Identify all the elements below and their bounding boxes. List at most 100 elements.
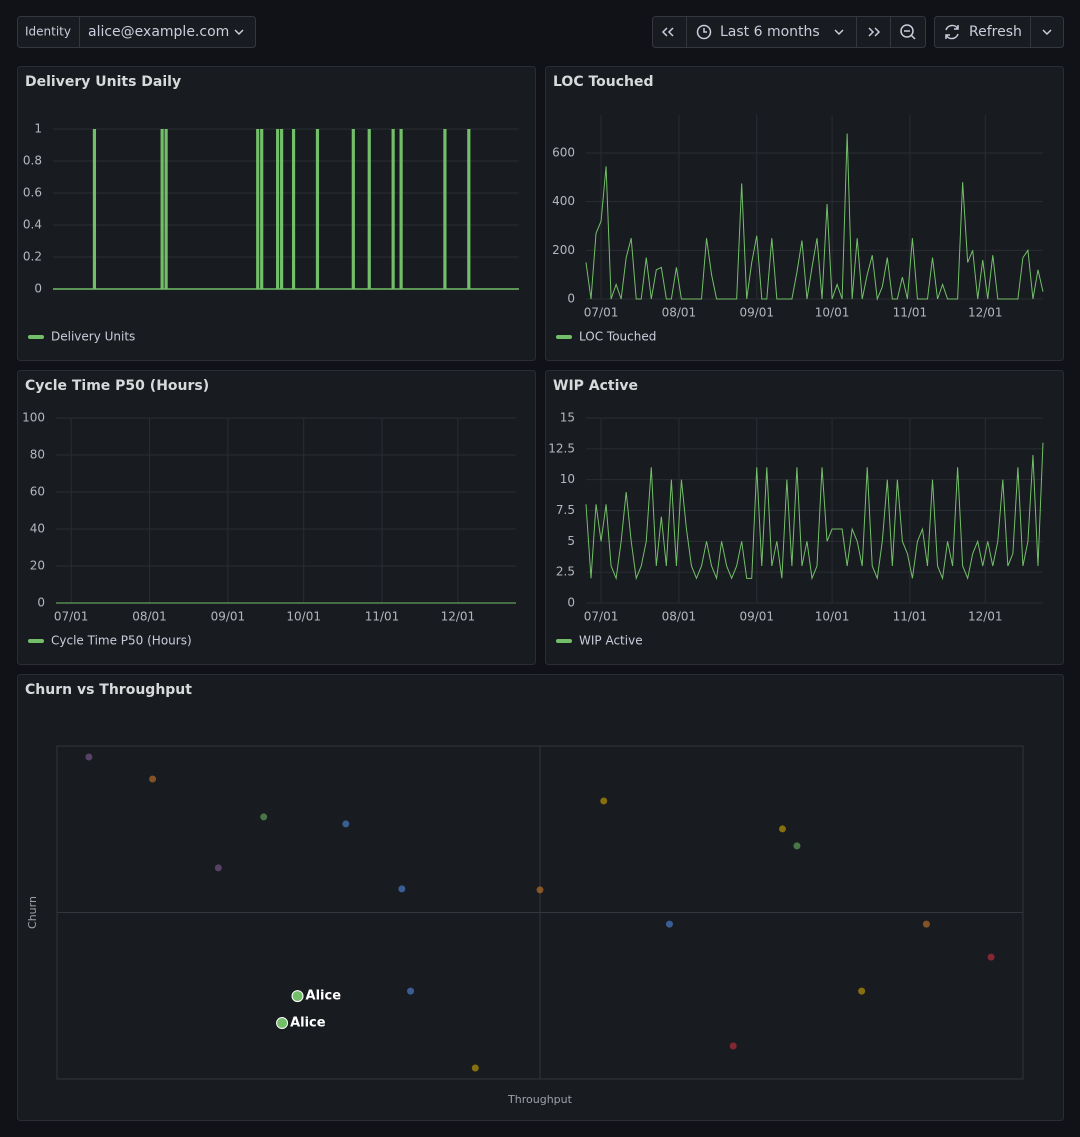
point [778, 825, 786, 833]
x-tick-label: 11/01 [893, 610, 928, 624]
refresh-group [934, 16, 1064, 48]
y-tick-label: 80 [30, 448, 45, 462]
x-tick-label: 09/01 [211, 610, 246, 624]
bar [399, 129, 403, 289]
bar [367, 129, 371, 289]
point [149, 775, 157, 783]
refresh-interval[interactable] [1042, 29, 1052, 36]
zoom-out[interactable] [900, 24, 916, 40]
time-controls: Last 6 months [652, 16, 926, 48]
shift-forward[interactable] [868, 27, 881, 37]
x-tick-label: 12/01 [441, 610, 476, 624]
y-tick-label: 400 [552, 194, 575, 208]
point [407, 987, 415, 995]
point [665, 920, 673, 928]
bar [256, 129, 260, 289]
y-tick-label: 1 [34, 122, 42, 136]
zoom-icon-detail [904, 30, 916, 40]
panel-title: Churn vs Throughput [25, 682, 192, 698]
point [260, 813, 268, 821]
point [600, 797, 608, 805]
bar [443, 129, 447, 289]
point [922, 920, 930, 928]
clock-hands [703, 28, 707, 33]
x-tick-label: 07/01 [584, 610, 619, 624]
series-line [585, 133, 1044, 301]
panel [545, 370, 1064, 665]
y-tick-label: 0 [567, 596, 575, 610]
panel [17, 370, 536, 665]
panel-title: Delivery Units Daily [25, 74, 181, 90]
x-tick-label: 11/01 [365, 610, 400, 624]
bar [280, 129, 284, 289]
point [793, 842, 801, 850]
y-tick-label: 10 [560, 472, 575, 486]
x-tick-label: 07/01 [54, 610, 89, 624]
series-line [585, 442, 1044, 581]
y-tick-label: 7.5 [556, 503, 575, 517]
point-label: Alice [290, 1016, 326, 1031]
point [987, 953, 995, 961]
legend-label[interactable]: Cycle Time P50 (Hours) [51, 634, 192, 648]
y-tick-label: 0.2 [23, 250, 42, 264]
point [85, 753, 93, 761]
identity-picker[interactable]: Identity alice@example.com [17, 16, 256, 48]
x-tick-label: 10/01 [815, 610, 850, 624]
x-tick-label: 08/01 [662, 306, 697, 320]
x-tick-label: 07/01 [584, 306, 619, 320]
refresh-icon [945, 24, 959, 40]
y-tick-label: 200 [552, 243, 575, 257]
refresh-label: Refresh [969, 24, 1022, 40]
bar [276, 129, 280, 289]
x-tick-label: 09/01 [739, 306, 774, 320]
x-tick-label: 12/01 [968, 610, 1003, 624]
legend-label[interactable]: WIP Active [579, 634, 643, 648]
time-group [652, 16, 926, 48]
chevron [234, 29, 244, 36]
panel-title: Cycle Time P50 (Hours) [25, 378, 209, 394]
clock-icon [696, 24, 712, 40]
identity-box [17, 16, 256, 48]
bar [391, 129, 395, 289]
panel [545, 66, 1064, 361]
y-tick-label: 2.5 [556, 565, 575, 579]
point [536, 886, 544, 894]
x-tick-label: 08/01 [132, 610, 167, 624]
bar [164, 129, 168, 289]
time-range: Last 6 months [720, 24, 820, 40]
panel-title: WIP Active [553, 378, 638, 394]
x-axis-label: Throughput [507, 1093, 573, 1106]
x-tick-label: 11/01 [893, 306, 928, 320]
highlight-point [291, 990, 304, 1003]
point [342, 820, 350, 828]
x-tick-label: 10/01 [286, 610, 321, 624]
y-tick-label: 0 [34, 282, 42, 296]
refresh-button[interactable]: Refresh [945, 24, 1022, 40]
y-tick-label: 100 [22, 411, 45, 425]
shift-back[interactable] [661, 27, 674, 37]
y-axis-label: Churn [26, 896, 39, 929]
point [729, 1042, 737, 1050]
y-tick-label: 600 [552, 145, 575, 159]
identity-value: alice@example.com [88, 24, 229, 40]
bar [260, 129, 264, 289]
y-tick-label: 0.8 [23, 154, 42, 168]
chevron [834, 29, 844, 36]
x-tick-label: 12/01 [968, 306, 1003, 320]
point [398, 885, 406, 893]
bar [291, 129, 296, 289]
refresh-control: Refresh [934, 16, 1064, 48]
bar [315, 129, 320, 289]
point-label: Alice [306, 989, 342, 1004]
time-picker[interactable]: Last 6 months [696, 24, 844, 40]
y-tick-label: 0 [567, 292, 575, 306]
panel-title: LOC Touched [553, 74, 654, 90]
highlight-point [276, 1017, 289, 1030]
y-tick-label: 40 [30, 522, 45, 536]
legend-label[interactable]: Delivery Units [51, 330, 135, 344]
legend-label[interactable]: LOC Touched [579, 330, 656, 344]
y-tick-label: 0.4 [23, 218, 42, 232]
bar [160, 129, 164, 289]
x-tick-label: 09/01 [739, 610, 774, 624]
